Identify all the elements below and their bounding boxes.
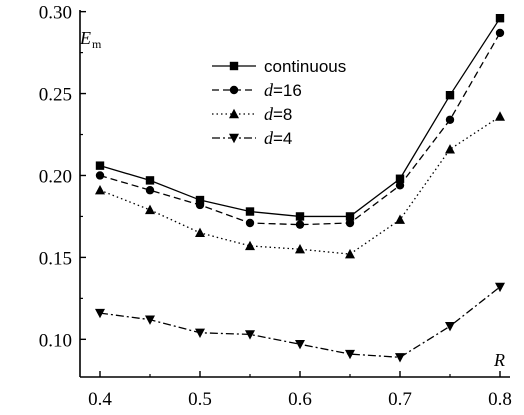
data-point [395, 214, 405, 224]
y-tick-label: 0.10 [39, 330, 72, 351]
y-tick-label: 0.15 [39, 248, 72, 269]
series-3 [95, 282, 505, 363]
y-axis-label: Em [79, 28, 102, 51]
legend-item: d=8 [212, 104, 292, 124]
data-point [345, 248, 355, 259]
y-tick-label: 0.20 [39, 166, 72, 187]
x-tick-label: 0.7 [388, 389, 412, 410]
legend-label: continuous [264, 57, 346, 76]
legend-marker [229, 85, 239, 95]
data-point [95, 308, 105, 319]
legend-marker [229, 108, 239, 119]
x-tick-label: 0.8 [488, 389, 512, 410]
data-point [495, 282, 505, 293]
x-tick-label: 0.6 [288, 389, 312, 410]
data-point [245, 330, 255, 340]
data-point [445, 322, 455, 332]
legend-label-val: =16 [273, 81, 302, 100]
legend-label-var: d [264, 104, 274, 124]
x-axis-label: R [493, 350, 505, 370]
legend-item: d=4 [212, 128, 292, 148]
series-line [99, 17, 501, 218]
legend-marker [229, 61, 239, 71]
x-tick-label: 0.5 [188, 389, 212, 410]
data-point [495, 28, 505, 38]
data-point [145, 186, 155, 195]
data-point [345, 349, 355, 360]
data-point [145, 176, 155, 185]
legend-label-var: d [264, 128, 274, 148]
data-point [245, 218, 255, 228]
data-point [195, 195, 205, 205]
data-point [445, 115, 455, 124]
data-point [95, 171, 105, 180]
axes [79, 10, 510, 378]
data-point [245, 207, 255, 216]
data-point [445, 90, 455, 100]
data-point [395, 181, 405, 190]
legend-item: continuous [212, 57, 346, 76]
series-1 [95, 28, 505, 229]
y-tick-label: 0.25 [39, 85, 72, 106]
legend-label-val: =4 [273, 129, 292, 148]
legend-label: d=4 [264, 128, 292, 148]
series-0 [95, 13, 505, 221]
data-point [195, 328, 205, 338]
data-point [345, 212, 355, 221]
legend-label: d=16 [264, 80, 302, 100]
y-axis-label-sub: m [92, 37, 102, 51]
data-point [295, 244, 305, 254]
series-2 [95, 111, 505, 259]
series-group [95, 13, 505, 363]
data-point [95, 161, 105, 170]
legend-label-var: d [264, 80, 274, 100]
x-tick-label: 0.4 [88, 389, 112, 410]
data-point [345, 218, 355, 228]
data-point [195, 200, 205, 210]
y-tick-label: 0.30 [39, 3, 72, 24]
data-point [495, 13, 505, 23]
ticks: 0.4 0.5 0.6 0.7 0.8 0.10 0.15 0.20 0.25 0.30 [39, 3, 512, 410]
legend-label: d=8 [264, 104, 292, 124]
data-point [395, 353, 405, 363]
data-point [495, 111, 505, 121]
legend-marker [229, 133, 239, 144]
data-point [295, 212, 305, 221]
series-line [99, 115, 501, 255]
y-axis-label-main: E [79, 28, 91, 48]
data-point [445, 144, 455, 154]
data-point [295, 340, 305, 350]
legend-label-val: =8 [273, 105, 292, 124]
data-point [95, 185, 105, 195]
data-point [245, 240, 255, 251]
data-point [145, 204, 155, 215]
legend-item: d=16 [212, 80, 302, 100]
series-line [99, 32, 501, 226]
data-point [145, 315, 155, 325]
data-point [295, 220, 305, 229]
data-point [395, 174, 405, 183]
data-point [195, 227, 205, 238]
